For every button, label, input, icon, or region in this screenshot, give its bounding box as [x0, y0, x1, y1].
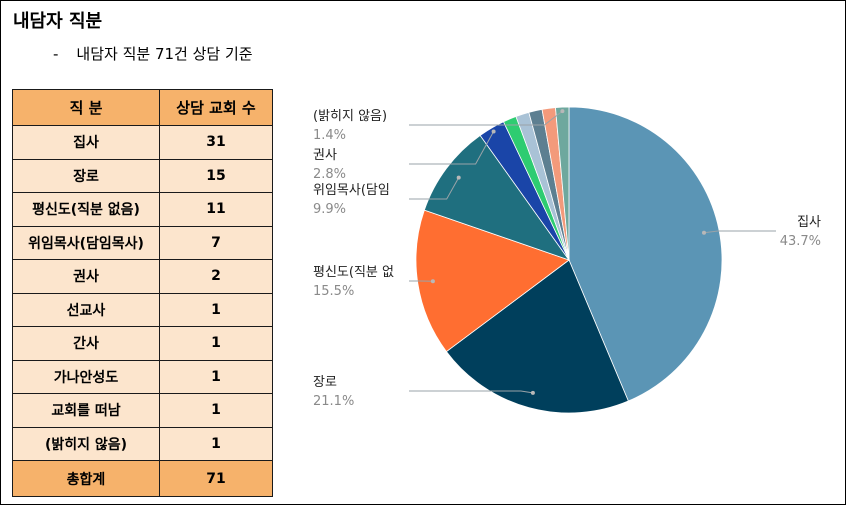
row-count: 1	[159, 426, 273, 461]
table-row: 집사 31	[12, 125, 273, 160]
pie-slice	[423, 134, 571, 261]
table-row: 평신도(직분 없음) 11	[12, 192, 273, 227]
row-role: 선교사	[12, 292, 160, 327]
slice-percent-label: 43.7%	[780, 234, 821, 249]
role-table: 직 분 상담 교회 수 집사 31 장로 15 평신도(직분 없음) 11 위임목사(담임목…	[12, 89, 273, 497]
row-count: 1	[159, 393, 273, 428]
total-label: 총합계	[12, 460, 160, 497]
pie-slice	[555, 106, 570, 261]
table-row: 장로 15	[12, 158, 273, 193]
row-count: 2	[159, 259, 273, 294]
callout-dot	[560, 109, 565, 114]
table-row: 교회를 떠남 1	[12, 393, 273, 428]
figure-subtitle: - 내담자 직분 71건 상담 기준	[53, 43, 253, 64]
row-count: 31	[159, 125, 273, 160]
slice-label: 장로	[313, 375, 337, 390]
slice-label: 위임목사(담임	[313, 183, 390, 198]
table-row: 위임목사(담임목사) 7	[12, 225, 273, 260]
slice-percent-label: 9.9%	[313, 202, 346, 217]
callout-line	[409, 177, 460, 200]
slice-label: 평신도(직분 없	[313, 265, 394, 280]
pie-slices	[415, 106, 723, 414]
row-role: 평신도(직분 없음)	[12, 192, 160, 227]
callout-line	[409, 110, 563, 126]
row-count: 1	[159, 326, 273, 361]
callout-dot	[702, 230, 706, 235]
header-role: 직 분	[12, 89, 160, 126]
table-body: 집사 31 장로 15 평신도(직분 없음) 11 위임목사(담임목사) 7 권사 2 선교사 1 간사…	[12, 125, 273, 461]
row-count: 11	[159, 192, 273, 227]
subtitle-dash: -	[53, 45, 59, 63]
callout-line	[409, 131, 495, 165]
pie-slice	[415, 209, 570, 353]
slice-percent-label: 1.4%	[313, 128, 346, 143]
row-role: 집사	[12, 125, 160, 160]
table-row: 간사 1	[12, 326, 273, 361]
row-count: 1	[159, 292, 273, 327]
callout-dot	[491, 129, 496, 134]
header-count: 상담 교회 수	[159, 89, 273, 126]
slice-percent-label: 21.1%	[313, 394, 354, 409]
row-role: 권사	[12, 259, 160, 294]
row-role: 장로	[12, 158, 160, 193]
callout-dot	[530, 390, 535, 395]
table-row: (밝히지 않음) 1	[12, 426, 273, 461]
callout-line	[703, 230, 776, 234]
table-row: 권사 2	[12, 259, 273, 294]
table-row: 선교사 1	[12, 292, 273, 327]
row-role: 교회를 떠남	[12, 393, 160, 428]
row-role: (밝히지 않음)	[12, 426, 160, 461]
table-total-row: 총합계 71	[12, 460, 273, 497]
row-role: 간사	[12, 326, 160, 361]
row-count: 7	[159, 225, 273, 260]
table-header-row: 직 분 상담 교회 수	[12, 89, 273, 126]
figure-title: 내담자 직분	[13, 11, 103, 32]
slice-label: 권사	[313, 148, 337, 163]
slice-percent-label: 2.8%	[313, 167, 346, 182]
pie-slice	[445, 259, 629, 414]
callout-dot	[456, 175, 461, 180]
subtitle-text: 내담자 직분 71건 상담 기준	[76, 45, 253, 63]
table-row: 가나안성도 1	[12, 359, 273, 394]
row-count: 15	[159, 158, 273, 193]
pie-callouts: 집사 43.7% 장로 21.1% 평신도(직분 없 15.5% 위임목사(담임 9.9% 권사…	[313, 109, 821, 409]
row-role: 위임목사(담임목사)	[12, 225, 160, 260]
pie-slice	[568, 106, 723, 402]
slice-label: 집사	[797, 215, 821, 230]
callout-line	[409, 390, 533, 394]
total-count: 71	[159, 460, 273, 497]
slice-label: (밝히지 않음)	[313, 109, 387, 124]
row-role: 가나안성도	[12, 359, 160, 394]
role-table-container: 직 분 상담 교회 수 집사 31 장로 15 평신도(직분 없음) 11 위임목사(담임목…	[12, 89, 273, 497]
callout-dot	[430, 279, 435, 284]
row-count: 1	[159, 359, 273, 394]
slice-percent-label: 15.5%	[313, 284, 354, 299]
pie-chart: 집사 43.7% 장로 21.1% 평신도(직분 없 15.5% 위임목사(담임 9.9% 권사…	[313, 106, 821, 414]
